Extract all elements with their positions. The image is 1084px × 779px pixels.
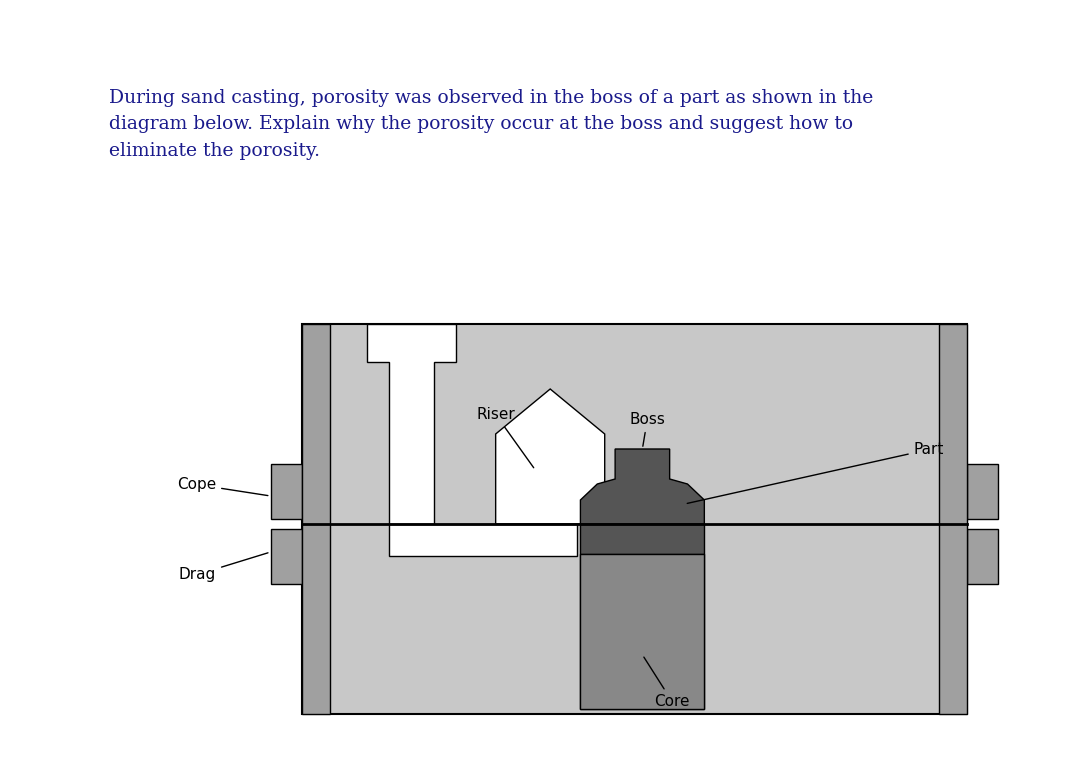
Polygon shape [302,324,967,714]
Text: Boss: Boss [630,412,666,446]
FancyBboxPatch shape [967,464,998,519]
FancyBboxPatch shape [967,529,998,584]
Polygon shape [580,449,705,524]
Polygon shape [580,554,705,709]
Text: Core: Core [644,657,689,709]
FancyBboxPatch shape [939,324,967,714]
Text: Part: Part [687,442,944,503]
FancyBboxPatch shape [271,464,302,519]
Text: During sand casting, porosity was observed in the boss of a part as shown in the: During sand casting, porosity was observ… [109,89,874,160]
Polygon shape [389,524,578,556]
Polygon shape [580,554,705,709]
Text: Drag: Drag [179,553,268,582]
Polygon shape [366,324,456,524]
Text: Riser: Riser [476,407,533,467]
Text: Cope: Cope [177,477,268,495]
Polygon shape [580,524,705,554]
FancyBboxPatch shape [271,529,302,584]
FancyBboxPatch shape [302,324,331,714]
Polygon shape [495,389,605,524]
